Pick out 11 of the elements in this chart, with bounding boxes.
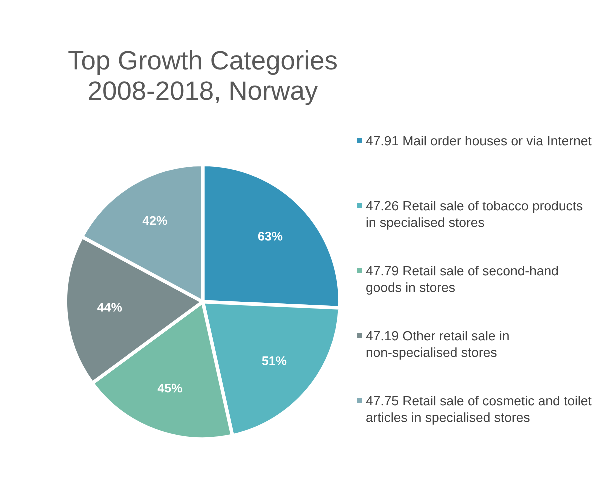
legend-label: 47.79 Retail sale of second-hand goods in stores [366, 266, 558, 295]
data-label: 45% [158, 384, 182, 393]
data-label: 42% [142, 216, 168, 226]
chart-title: Top Growth Categories 2008-2018, Norway [68, 50, 337, 106]
legend-label: 47.19 Other retail sale in non-specialised stores [366, 331, 509, 360]
data-label: 63% [258, 232, 283, 241]
data-label: 44% [98, 303, 122, 312]
data-label: 51% [262, 356, 287, 366]
legend-label: 47.75 Retail sale of cosmetic and toilet articles in specialised stores [366, 396, 592, 425]
legend-label: 47.26 Retail sale of tobacco products in specialised stores [366, 201, 583, 230]
legend-label: 47.91 Mail order houses or via Internet [366, 136, 592, 146]
